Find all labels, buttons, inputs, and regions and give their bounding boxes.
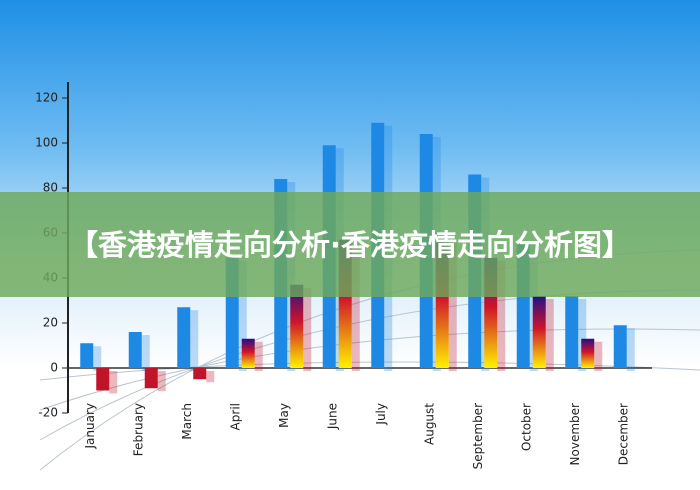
- bar-shadow: [545, 299, 554, 371]
- y-tick-label: 120: [35, 91, 58, 105]
- bar: [241, 338, 255, 368]
- bar: [613, 325, 627, 368]
- bar: [565, 296, 579, 368]
- y-tick-label: -20: [38, 406, 58, 420]
- x-tick-label: December: [616, 403, 630, 465]
- x-tick-label: November: [568, 403, 582, 465]
- y-tick-label: 0: [50, 361, 58, 375]
- x-tick-label: October: [519, 403, 533, 451]
- bar-shadow: [109, 371, 118, 394]
- bar-shadow: [626, 328, 635, 371]
- bar-shadow: [141, 335, 150, 371]
- bar-shadow: [190, 310, 199, 371]
- x-tick-label: August: [422, 403, 436, 445]
- bar-shadow: [238, 260, 247, 371]
- chart-title: 【香港疫情走向分析·香港疫情走向分析图】: [68, 227, 632, 262]
- bar-shadow: [303, 287, 312, 371]
- bar-shadow: [351, 242, 360, 371]
- x-tick-label: February: [131, 403, 145, 456]
- bar: [177, 307, 191, 368]
- bar: [80, 343, 94, 368]
- bar-shadow: [93, 346, 102, 371]
- bar: [96, 368, 110, 391]
- y-tick-label: 100: [35, 136, 58, 150]
- y-tick-label: 80: [43, 181, 58, 195]
- bar: [193, 368, 207, 380]
- bar: [581, 338, 595, 368]
- bar: [144, 368, 158, 389]
- bar-shadow: [594, 341, 603, 371]
- bar-shadow: [448, 242, 457, 371]
- bar-shadow: [254, 341, 263, 371]
- y-tick-label: 20: [43, 316, 58, 330]
- x-tick-label: June: [325, 403, 339, 430]
- x-tick-label: April: [228, 403, 242, 430]
- bar: [290, 284, 304, 368]
- bar-shadow: [497, 260, 506, 371]
- bar-shadow: [157, 371, 166, 392]
- x-tick-label: May: [277, 403, 291, 428]
- bar: [532, 296, 546, 368]
- bar-shadow: [578, 299, 587, 371]
- x-tick-label: July: [374, 403, 388, 426]
- bar: [128, 332, 142, 368]
- x-tick-label: March: [180, 403, 194, 440]
- x-tick-label: January: [83, 403, 97, 450]
- x-tick-label: September: [471, 403, 485, 469]
- title-banner: 【香港疫情走向分析·香港疫情走向分析图】: [0, 192, 700, 297]
- bar-shadow: [206, 371, 215, 383]
